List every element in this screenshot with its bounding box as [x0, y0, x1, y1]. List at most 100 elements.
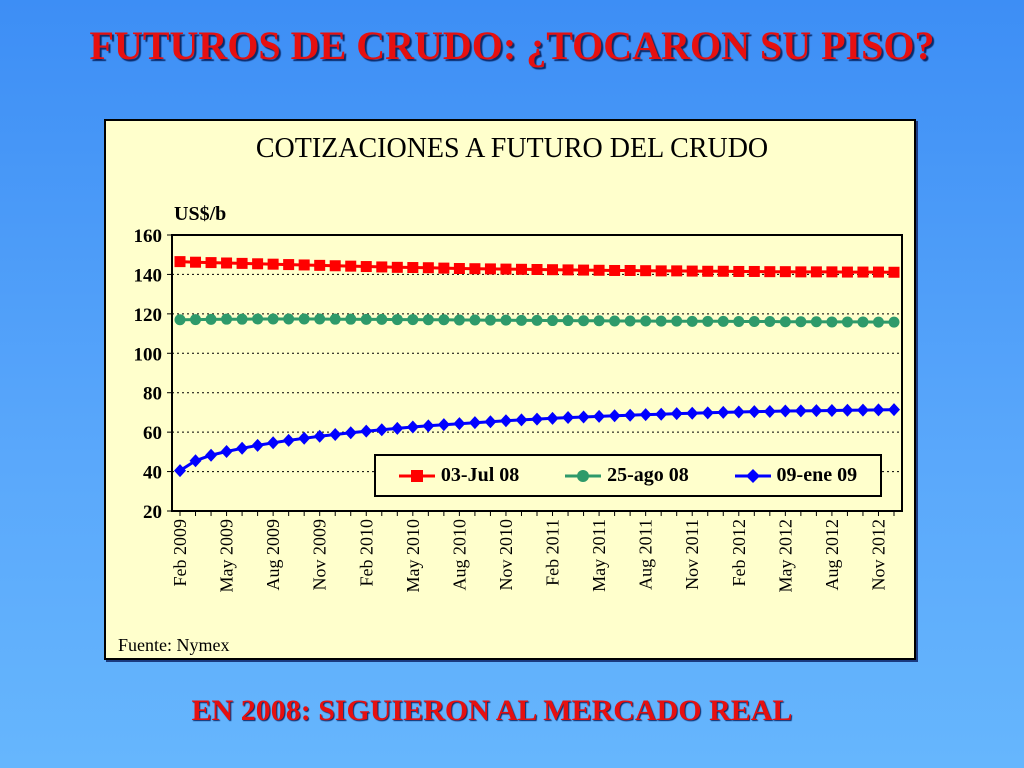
- data-point: [174, 464, 186, 478]
- legend-marker-square: [398, 469, 435, 482]
- data-point: [748, 265, 760, 277]
- x-tick-label: May 2010: [403, 519, 423, 593]
- data-point: [453, 263, 465, 275]
- data-point: [360, 313, 372, 325]
- data-point: [531, 412, 543, 426]
- data-point: [655, 407, 668, 421]
- data-point: [577, 410, 590, 424]
- y-axis-unit-label: US$/b: [174, 203, 227, 225]
- x-tick-label: Feb 2011: [543, 519, 563, 586]
- chart-panel: 20 40 60 80 100 120 140 160 Feb 2009 May 2009 Aug …: [104, 119, 916, 660]
- data-point: [810, 404, 823, 418]
- data-point: [469, 263, 481, 275]
- data-point: [205, 448, 218, 462]
- data-point: [236, 441, 249, 455]
- data-point: [391, 261, 403, 273]
- data-point: [671, 315, 683, 327]
- legend-marker-circle: [565, 469, 602, 482]
- data-point: [795, 266, 807, 278]
- data-point: [345, 313, 357, 325]
- data-point: [701, 406, 714, 420]
- legend-item-series-1: 03-Jul 08: [398, 464, 520, 487]
- data-point: [810, 316, 822, 328]
- y-tick-label: 60: [143, 423, 162, 444]
- slide-title: FUTUROS DE CRUDO: ¿TOCARON SU PISO?: [89, 23, 935, 68]
- data-point: [655, 265, 667, 277]
- data-point: [841, 266, 853, 278]
- data-point: [841, 316, 853, 328]
- data-point: [825, 403, 838, 417]
- x-tick-label: Aug 2010: [449, 519, 469, 591]
- data-point: [267, 258, 279, 270]
- data-point: [438, 262, 450, 274]
- data-point: [857, 316, 869, 328]
- data-point: [593, 264, 605, 276]
- data-point: [671, 265, 683, 277]
- data-point: [174, 314, 186, 326]
- x-tick-label: May 2009: [217, 519, 237, 593]
- data-point: [221, 257, 233, 269]
- data-point: [655, 315, 667, 327]
- y-tick-label: 40: [143, 463, 162, 484]
- data-point: [562, 264, 574, 276]
- data-point: [562, 411, 575, 425]
- data-point: [515, 314, 527, 326]
- data-point: [608, 409, 621, 423]
- data-point: [205, 313, 217, 325]
- data-point: [500, 314, 512, 326]
- data-point: [748, 316, 760, 328]
- data-point: [283, 313, 295, 325]
- data-point: [313, 429, 326, 443]
- data-point: [686, 406, 699, 420]
- chart-source: Fuente: Nymex: [118, 635, 230, 655]
- x-tick-label: Nov 2010: [496, 519, 516, 591]
- data-point: [174, 256, 186, 268]
- data-point: [888, 403, 900, 417]
- data-point: [515, 413, 528, 427]
- x-tick-label: Feb 2009: [170, 519, 190, 587]
- data-point: [546, 411, 559, 425]
- x-tick-label: Aug 2011: [636, 519, 656, 590]
- data-point: [500, 263, 512, 275]
- data-point: [329, 313, 341, 325]
- slide-caption: EN 2008: SIGUIERON AL MERCADO REAL: [191, 694, 793, 727]
- data-point: [251, 438, 264, 452]
- data-point: [391, 421, 404, 435]
- data-point: [779, 316, 791, 328]
- data-point: [329, 428, 342, 442]
- data-point: [221, 313, 233, 325]
- data-point: [360, 261, 372, 273]
- data-point: [717, 405, 730, 419]
- data-point: [624, 264, 636, 276]
- data-point: [298, 259, 310, 271]
- data-point: [640, 315, 652, 327]
- data-point: [437, 418, 450, 432]
- chart-legend: 03-Jul 08 25-ago 08 09-ene 09: [374, 454, 882, 497]
- data-point: [391, 314, 403, 326]
- legend-label: 03-Jul 08: [440, 464, 520, 486]
- data-point: [609, 315, 621, 327]
- data-point: [376, 313, 388, 325]
- data-point: [205, 257, 217, 269]
- data-point: [422, 419, 435, 433]
- y-tick-label: 80: [143, 384, 162, 405]
- data-point: [888, 316, 900, 328]
- y-tick-label: 120: [134, 305, 163, 326]
- data-point: [453, 314, 465, 326]
- legend-item-series-2: 25-ago 08: [565, 464, 689, 487]
- x-tick-label: May 2011: [589, 519, 609, 592]
- data-point: [515, 263, 527, 275]
- data-point: [578, 264, 590, 276]
- legend-label: 09-ene 09: [776, 464, 858, 486]
- data-point: [375, 423, 388, 437]
- data-point: [344, 426, 357, 440]
- data-point: [872, 266, 884, 278]
- data-point: [252, 313, 264, 325]
- data-point: [360, 424, 373, 438]
- data-point: [795, 316, 807, 328]
- data-point: [314, 313, 326, 325]
- data-point: [189, 454, 202, 468]
- y-tick-label: 160: [134, 226, 163, 247]
- data-point: [717, 315, 729, 327]
- data-point: [841, 403, 854, 417]
